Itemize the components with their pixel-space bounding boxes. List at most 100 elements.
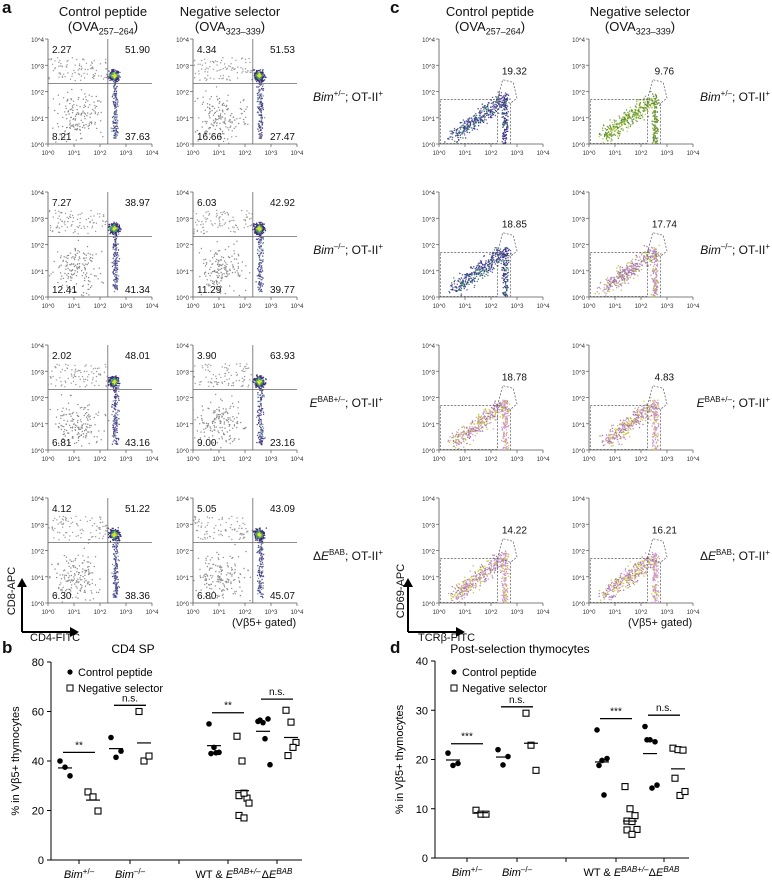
event-dot (117, 255, 120, 257)
event-dot (262, 84, 264, 86)
event-dot (58, 210, 60, 212)
event-dot (215, 216, 218, 218)
event-dot (241, 533, 243, 535)
event-dot (76, 412, 78, 414)
event-dot (262, 261, 264, 263)
event-dot (202, 101, 204, 103)
event-dot (117, 386, 120, 388)
event-dot (80, 227, 83, 229)
event-dot (227, 109, 229, 111)
event-dot (78, 256, 81, 258)
event-dot (205, 67, 208, 69)
event-dot (69, 264, 71, 266)
event-dot (116, 119, 118, 121)
event-dot (259, 425, 261, 427)
event-dot (65, 414, 67, 416)
event-dot (216, 98, 219, 100)
event-dot (215, 260, 217, 263)
event-dot (113, 575, 115, 577)
event-dot (262, 72, 265, 74)
event-dot (98, 430, 100, 432)
event-dot (70, 373, 73, 375)
event-dot (81, 571, 84, 573)
event-dot (260, 251, 262, 254)
event-dot (87, 581, 89, 583)
event-dot (218, 576, 221, 579)
event-dot (214, 60, 217, 62)
event-dot (117, 543, 120, 545)
event-dot (73, 423, 75, 425)
event-dot (260, 397, 263, 400)
event-dot (261, 442, 263, 445)
event-dot (114, 261, 117, 263)
event-dot (221, 595, 224, 597)
event-dot (58, 265, 61, 267)
y-tick-label: 10^0 (176, 449, 189, 455)
event-dot (219, 222, 221, 225)
event-dot (116, 288, 118, 291)
event-dot (256, 379, 258, 381)
event-dot (205, 221, 207, 223)
event-dot (209, 429, 212, 432)
event-dot (222, 556, 224, 559)
event-dot (243, 577, 246, 579)
event-dot (96, 100, 99, 102)
event-dot (58, 516, 61, 518)
event-dot (260, 225, 262, 228)
event-dot (234, 563, 236, 565)
event-dot (246, 216, 249, 218)
event-dot (222, 77, 224, 79)
event-dot (233, 243, 235, 245)
y-tick-label: 10^1 (31, 423, 44, 429)
event-dot (78, 68, 81, 70)
event-dot (117, 79, 120, 82)
event-dot (87, 68, 89, 71)
event-dot (109, 379, 112, 381)
event-dot (258, 80, 261, 82)
event-dot (116, 576, 118, 578)
event-dot (94, 556, 97, 558)
event-dot (209, 117, 211, 119)
event-dot (199, 275, 201, 278)
event-dot (248, 57, 250, 60)
event-dot (79, 577, 81, 579)
event-dot (97, 75, 100, 77)
event-dot (78, 113, 80, 116)
event-dot (213, 419, 215, 421)
event-dot (80, 574, 82, 577)
event-dot (218, 406, 220, 409)
event-dot (237, 556, 240, 558)
event-dot (67, 562, 70, 564)
event-dot (83, 430, 86, 432)
event-dot (208, 569, 211, 571)
event-dot (115, 547, 117, 549)
event-dot (70, 108, 73, 110)
event-dot (49, 408, 51, 411)
event-dot (82, 423, 85, 425)
event-dot (115, 118, 117, 120)
event-dot (262, 563, 264, 566)
event-dot (194, 382, 196, 385)
event-dot (60, 578, 63, 580)
event-dot (62, 519, 64, 521)
event-dot (232, 416, 234, 418)
event-dot (199, 568, 201, 571)
event-dot (243, 123, 246, 125)
event-dot (213, 426, 216, 428)
event-dot (216, 95, 218, 98)
event-dot (78, 376, 80, 378)
quadrant-lower-right-value: 27.47 (270, 132, 295, 143)
event-dot (215, 279, 217, 282)
event-dot (58, 215, 61, 217)
event-dot (228, 129, 230, 131)
event-dot (257, 393, 259, 396)
event-dot (55, 379, 57, 381)
event-dot (115, 125, 117, 127)
event-dot (70, 415, 72, 417)
event-dot (212, 125, 215, 127)
event-dot (83, 112, 86, 114)
event-dot (218, 418, 220, 420)
event-dot (116, 550, 119, 552)
event-dot (206, 131, 208, 133)
event-dot (114, 391, 116, 393)
